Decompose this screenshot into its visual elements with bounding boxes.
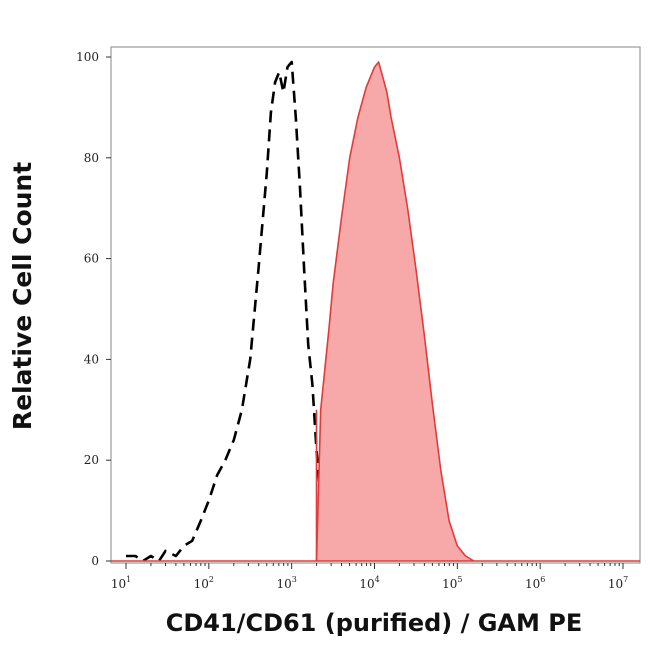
y-tick-label: 80	[84, 151, 99, 165]
x-tick-base: 10	[194, 577, 209, 591]
x-tick-exponent: 5	[457, 575, 462, 584]
x-tick-exponent: 1	[126, 575, 131, 584]
x-tick-exponent: 6	[540, 575, 545, 584]
x-tick-base: 10	[359, 577, 374, 591]
x-tick-base: 10	[276, 577, 291, 591]
y-axis-ticks: 0 20 40 60 80 100	[76, 50, 111, 568]
y-tick-label: 20	[84, 453, 99, 467]
x-tick-label: 102	[194, 575, 214, 591]
x-tick-label: 106	[525, 575, 545, 591]
filled-histogram-area	[316, 62, 474, 561]
x-tick-exponent: 3	[292, 575, 297, 584]
x-tick-base: 10	[525, 577, 540, 591]
x-tick-exponent: 4	[375, 575, 380, 584]
x-axis-title: CD41/CD61 (purified) / GAM PE	[166, 609, 582, 637]
series-layer	[111, 60, 640, 563]
y-tick-label: 40	[84, 352, 99, 366]
x-tick-base: 10	[442, 577, 457, 591]
y-tick-label: 60	[84, 252, 99, 266]
x-tick-label: 104	[359, 575, 379, 591]
x-tick-base: 10	[608, 577, 623, 591]
dashed-histogram-line	[126, 60, 335, 563]
x-axis-ticks: 101 102 103 104 105 106 107	[111, 563, 628, 591]
y-axis-title: Relative Cell Count	[8, 162, 37, 430]
y-tick-label: 100	[76, 50, 99, 64]
x-tick-label: 103	[276, 575, 296, 591]
x-tick-base: 10	[111, 577, 126, 591]
x-tick-label: 107	[608, 575, 628, 591]
x-tick-label: 101	[111, 575, 131, 591]
filled-histogram-outline	[315, 61, 475, 562]
x-tick-exponent: 7	[623, 575, 628, 584]
y-tick-label: 0	[91, 554, 99, 568]
plot-frame	[110, 46, 641, 564]
x-tick-exponent: 2	[209, 575, 214, 584]
x-tick-label: 105	[442, 575, 462, 591]
